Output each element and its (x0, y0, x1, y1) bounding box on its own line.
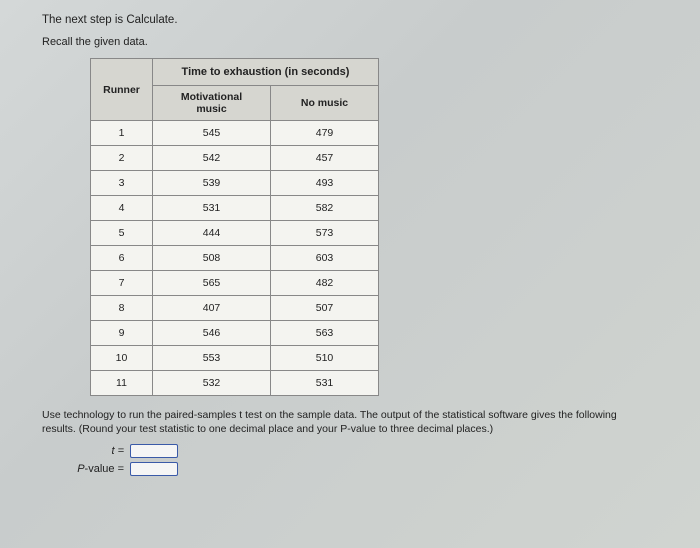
header-time-super: Time to exhaustion (in seconds) (153, 59, 379, 86)
cell-motivational: 532 (153, 371, 271, 396)
table-row: 1545479 (91, 121, 379, 146)
cell-no-music: 510 (271, 346, 379, 371)
cell-runner: 6 (91, 246, 153, 271)
cell-no-music: 479 (271, 121, 379, 146)
data-table-wrap: Runner Time to exhaustion (in seconds) M… (90, 58, 670, 396)
t-label: t = (70, 445, 130, 457)
answer-row-p: P-value = (70, 462, 670, 476)
cell-motivational: 407 (153, 296, 271, 321)
cell-no-music: 563 (271, 321, 379, 346)
cell-motivational: 545 (153, 121, 271, 146)
header-runner: Runner (91, 59, 153, 121)
header-no-music: No music (271, 86, 379, 121)
cell-no-music: 582 (271, 196, 379, 221)
table-row: 5444573 (91, 221, 379, 246)
instruction-text: Use technology to run the paired-samples… (42, 408, 652, 436)
table-row: 8407507 (91, 296, 379, 321)
table-row: 6508603 (91, 246, 379, 271)
table-row: 11532531 (91, 371, 379, 396)
cell-motivational: 539 (153, 171, 271, 196)
table-row: 7565482 (91, 271, 379, 296)
cell-no-music: 603 (271, 246, 379, 271)
cell-runner: 11 (91, 371, 153, 396)
step-heading: The next step is Calculate. (42, 14, 670, 26)
answers-block: t = P-value = (70, 444, 670, 476)
header-motivational-l1: Motivational (181, 91, 242, 103)
cell-no-music: 482 (271, 271, 379, 296)
table-row: 10553510 (91, 346, 379, 371)
cell-motivational: 531 (153, 196, 271, 221)
cell-runner: 9 (91, 321, 153, 346)
table-row: 2542457 (91, 146, 379, 171)
cell-motivational: 542 (153, 146, 271, 171)
header-motivational: Motivational music (153, 86, 271, 121)
table-row: 4531582 (91, 196, 379, 221)
cell-runner: 8 (91, 296, 153, 321)
cell-motivational: 444 (153, 221, 271, 246)
table-row: 9546563 (91, 321, 379, 346)
cell-motivational: 565 (153, 271, 271, 296)
cell-no-music: 457 (271, 146, 379, 171)
t-input[interactable] (130, 444, 178, 458)
cell-runner: 1 (91, 121, 153, 146)
data-table: Runner Time to exhaustion (in seconds) M… (90, 58, 379, 396)
cell-runner: 5 (91, 221, 153, 246)
table-body: 1545479254245735394934531582544457365086… (91, 121, 379, 396)
cell-motivational: 546 (153, 321, 271, 346)
cell-runner: 7 (91, 271, 153, 296)
cell-runner: 3 (91, 171, 153, 196)
cell-runner: 10 (91, 346, 153, 371)
cell-runner: 4 (91, 196, 153, 221)
cell-no-music: 531 (271, 371, 379, 396)
header-motivational-l2: music (196, 103, 226, 115)
recall-heading: Recall the given data. (42, 36, 670, 48)
cell-motivational: 553 (153, 346, 271, 371)
cell-runner: 2 (91, 146, 153, 171)
table-row: 3539493 (91, 171, 379, 196)
cell-no-music: 493 (271, 171, 379, 196)
cell-motivational: 508 (153, 246, 271, 271)
cell-no-music: 573 (271, 221, 379, 246)
answer-row-t: t = (70, 444, 670, 458)
cell-no-music: 507 (271, 296, 379, 321)
p-label: P-value = (70, 463, 130, 475)
p-input[interactable] (130, 462, 178, 476)
